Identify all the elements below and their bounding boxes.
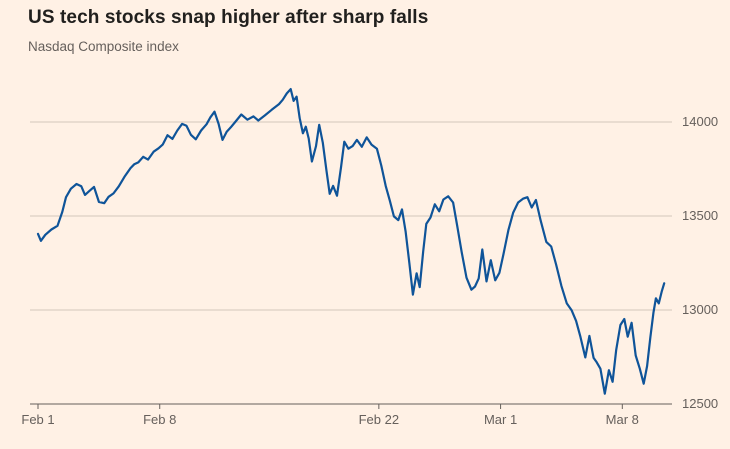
chart-title: US tech stocks snap higher after sharp f…	[28, 7, 429, 28]
y-tick-label: 12500	[682, 396, 719, 411]
x-tick-label: Feb 22	[358, 412, 400, 427]
x-tick-label: Feb 8	[143, 412, 177, 427]
x-tick-label: Mar 8	[605, 412, 639, 427]
y-tick-label: 14000	[682, 114, 719, 129]
y-tick-label: 13000	[682, 302, 719, 317]
x-tick-label: Mar 1	[483, 412, 518, 427]
y-tick-label: 13500	[682, 208, 719, 223]
price-line	[36, 88, 666, 395]
chart-subtitle: Nasdaq Composite index	[28, 39, 179, 54]
x-tick-label: Feb 1	[21, 412, 55, 427]
